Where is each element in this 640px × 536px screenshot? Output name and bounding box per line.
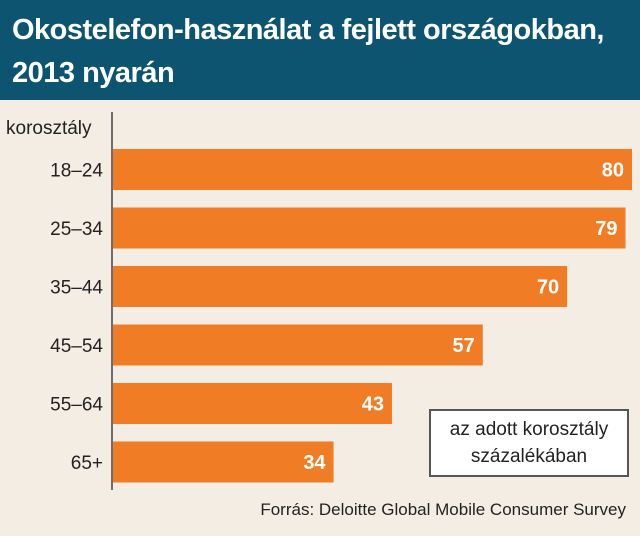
unit-note-line-2: százalékában — [470, 446, 588, 467]
category-label-0: 18–24 — [50, 161, 103, 182]
bars-layer: 80 18–24 79 25–34 70 35–44 57 45–54 43 55–64 34 65+ — [50, 149, 632, 483]
category-label-1: 25–34 — [50, 219, 103, 240]
category-label-2: 35–44 — [50, 278, 103, 299]
chart-title: Okostelefon-használat a fejlett országok… — [12, 14, 604, 89]
bar-value-label-2: 70 — [537, 277, 559, 299]
bar-value-label-5: 34 — [303, 452, 326, 474]
bar-0 — [113, 149, 632, 190]
bar-value-label-4: 43 — [362, 394, 384, 416]
bar-value-label-0: 80 — [602, 160, 624, 182]
bar-1 — [113, 207, 626, 249]
bar-value-label-3: 57 — [453, 335, 475, 357]
bar-chart: korosztály 80 18–24 79 25–34 70 35–44 57 45–54 4… — [6, 112, 632, 490]
bar-3 — [113, 324, 483, 366]
unit-note-line-1: az adott korosztály — [449, 419, 609, 440]
category-label-3: 45–54 — [50, 336, 103, 357]
chart-header: Okostelefon-használat a fejlett országok… — [0, 0, 640, 100]
source-note: Forrás: Deloitte Global Mobile Consumer … — [260, 500, 626, 519]
category-label-4: 55–64 — [50, 395, 103, 416]
unit-note-box: az adott korosztály százalékában — [429, 409, 629, 477]
y-axis-title: korosztály — [6, 118, 92, 139]
category-label-5: 65+ — [71, 453, 103, 474]
bar-4 — [113, 383, 392, 424]
bar-value-label-1: 79 — [595, 218, 617, 240]
bar-5 — [113, 441, 334, 483]
bar-2 — [113, 266, 568, 307]
